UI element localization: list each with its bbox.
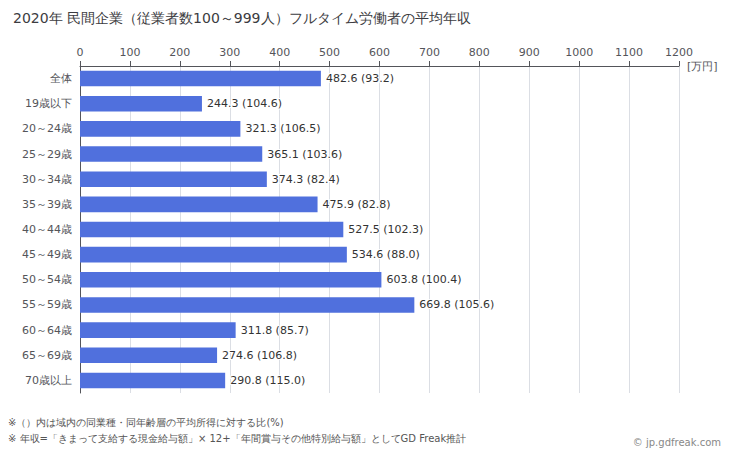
- svg-text:(105.6): (105.6): [454, 298, 494, 311]
- svg-text:200: 200: [169, 46, 190, 59]
- svg-text:500: 500: [319, 46, 340, 59]
- svg-text:321.3: 321.3: [245, 122, 277, 135]
- svg-text:365.1: 365.1: [267, 148, 299, 161]
- svg-text:800: 800: [469, 46, 490, 59]
- svg-text:482.6: 482.6: [326, 72, 358, 85]
- svg-text:(100.4): (100.4): [421, 273, 461, 286]
- svg-text:70歳以上: 70歳以上: [25, 374, 72, 387]
- svg-text:244.3: 244.3: [207, 97, 239, 110]
- svg-text:2020年 民間企業（従業者数100～999人）フルタイム労: 2020年 民間企業（従業者数100～999人）フルタイム労働者の平均年収: [13, 10, 471, 26]
- svg-text:(102.3): (102.3): [383, 223, 423, 236]
- svg-text:527.5: 527.5: [348, 223, 380, 236]
- svg-text:100: 100: [119, 46, 140, 59]
- svg-text:(93.2): (93.2): [361, 72, 394, 85]
- svg-text:40～44歳: 40～44歳: [22, 223, 72, 236]
- svg-text:35～39歳: 35～39歳: [22, 198, 72, 211]
- svg-text:65～69歳: 65～69歳: [22, 349, 72, 362]
- svg-text:(82.8): (82.8): [358, 198, 391, 211]
- svg-text:(88.0): (88.0): [387, 248, 420, 261]
- svg-text:300: 300: [219, 46, 240, 59]
- svg-text:(115.0): (115.0): [265, 374, 305, 387]
- svg-text:600: 600: [369, 46, 390, 59]
- svg-text:全体: 全体: [50, 72, 72, 85]
- svg-text:45～49歳: 45～49歳: [22, 248, 72, 261]
- svg-text:274.6: 274.6: [222, 349, 254, 362]
- svg-text:534.6: 534.6: [352, 248, 384, 261]
- svg-text:1100: 1100: [615, 46, 643, 59]
- svg-text:669.8: 669.8: [419, 298, 451, 311]
- svg-text:700: 700: [419, 46, 440, 59]
- svg-text:19歳以下: 19歳以下: [25, 97, 72, 110]
- svg-text:55～59歳: 55～59歳: [22, 298, 72, 311]
- svg-text:(82.4): (82.4): [307, 173, 340, 186]
- svg-text:475.9: 475.9: [323, 198, 355, 211]
- svg-text:290.8: 290.8: [230, 374, 262, 387]
- svg-text:50～54歳: 50～54歳: [22, 273, 72, 286]
- svg-text:(106.8): (106.8): [257, 349, 297, 362]
- svg-text:400: 400: [269, 46, 290, 59]
- svg-text:1200: 1200: [665, 46, 693, 59]
- svg-text:60～64歳: 60～64歳: [22, 324, 72, 337]
- svg-text:1000: 1000: [565, 46, 593, 59]
- svg-text:374.3: 374.3: [272, 173, 304, 186]
- svg-text:30～34歳: 30～34歳: [22, 173, 72, 186]
- svg-text:0: 0: [77, 46, 84, 59]
- svg-text:603.8: 603.8: [386, 273, 418, 286]
- svg-text:311.8: 311.8: [241, 324, 273, 337]
- svg-text:(103.6): (103.6): [302, 148, 342, 161]
- svg-text:※（）内は域内の同業種・同年齢層の平均所得に対する比(%): ※（）内は域内の同業種・同年齢層の平均所得に対する比(%): [8, 417, 284, 428]
- svg-text:※ 年収=「きまって支給する現金給与額」× 12+「年間賞与: ※ 年収=「きまって支給する現金給与額」× 12+「年間賞与その他特別給与額」と…: [8, 433, 466, 444]
- svg-text:900: 900: [519, 46, 540, 59]
- svg-text:(85.7): (85.7): [276, 324, 309, 337]
- svg-text:20～24歳: 20～24歳: [22, 122, 72, 135]
- svg-text:(106.5): (106.5): [280, 122, 320, 135]
- svg-text:(104.6): (104.6): [242, 97, 282, 110]
- svg-text:25～29歳: 25～29歳: [22, 148, 72, 161]
- svg-text:[万円]: [万円]: [687, 60, 718, 73]
- svg-text:© jp.gdfreak.com: © jp.gdfreak.com: [633, 437, 721, 448]
